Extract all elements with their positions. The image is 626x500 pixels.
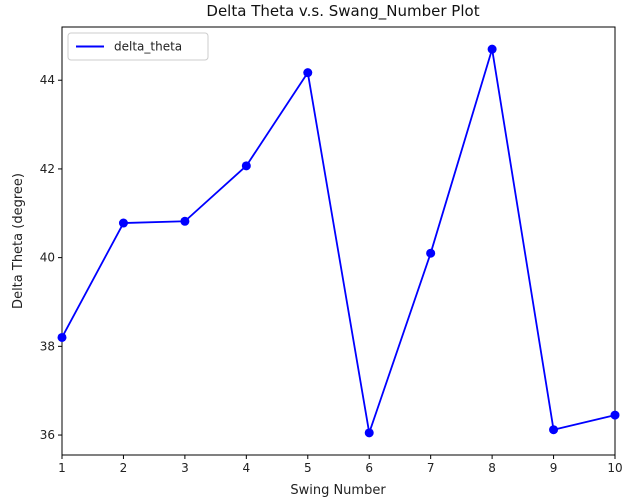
legend-label: delta_theta: [114, 40, 182, 54]
y-tick-label: 42: [40, 162, 55, 176]
y-axis-ticks: 36 38 40 42 44: [40, 73, 62, 442]
x-axis-label: Swing Number: [290, 483, 386, 498]
y-axis-label: Delta Theta (degree): [11, 173, 26, 309]
data-point: [303, 68, 313, 78]
data-point: [241, 161, 251, 171]
x-tick-label: 5: [304, 461, 312, 475]
y-tick-label: 44: [40, 73, 55, 87]
data-point: [610, 410, 620, 420]
data-point: [180, 216, 190, 226]
plot-area: [61, 26, 616, 456]
legend: delta_theta: [67, 32, 209, 61]
y-tick-label: 40: [40, 251, 55, 265]
data-point: [118, 218, 128, 228]
data-point: [487, 44, 497, 54]
y-tick-label: 36: [40, 428, 55, 442]
x-tick-label: 3: [181, 461, 189, 475]
x-tick-label: 10: [607, 461, 622, 475]
data-point: [549, 425, 559, 435]
x-tick-label: 4: [243, 461, 251, 475]
x-tick-label: 8: [488, 461, 496, 475]
x-tick-label: 1: [58, 461, 66, 475]
x-axis-ticks: 1 2 3 4 5 6 7 8 9 10: [58, 455, 623, 475]
series-layer: [57, 44, 620, 438]
x-tick-label: 7: [427, 461, 435, 475]
x-tick-label: 2: [120, 461, 128, 475]
x-tick-label: 6: [365, 461, 373, 475]
legend-box: [67, 32, 209, 61]
series-line-delta_theta: [61, 48, 616, 434]
chart-title: Delta Theta v.s. Swang_Number Plot: [206, 2, 479, 21]
data-point: [426, 248, 436, 258]
x-tick-label: 9: [550, 461, 558, 475]
y-tick-label: 38: [40, 339, 55, 353]
data-point: [364, 428, 374, 438]
data-point: [57, 332, 67, 342]
